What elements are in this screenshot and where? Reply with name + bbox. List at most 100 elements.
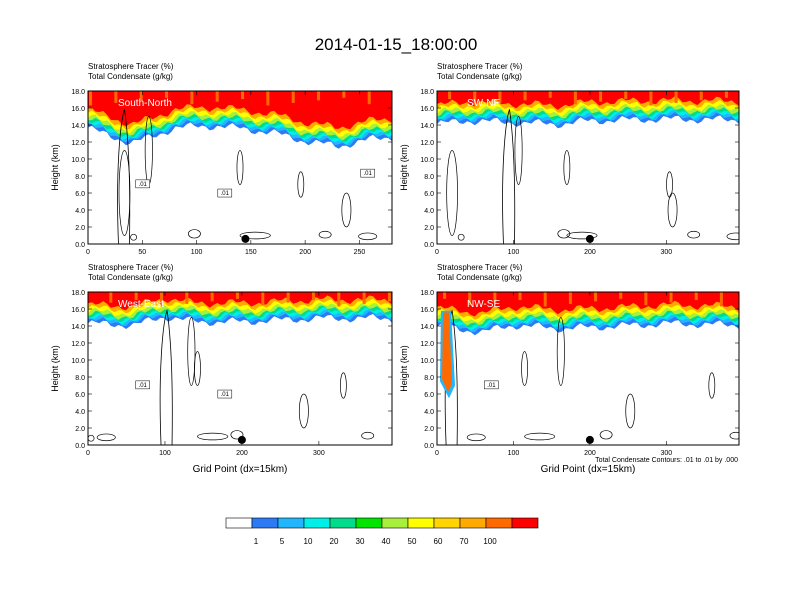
condensate-contour (239, 231, 271, 240)
colorbar-swatch (303, 517, 331, 529)
x-tick-label: 250 (354, 249, 366, 256)
condensate-contour (524, 432, 556, 441)
tracer-streak (266, 91, 270, 106)
y-tick-label: 10.0 (71, 157, 85, 164)
tracer-streak (165, 91, 169, 98)
colorbar-label: 1 (254, 537, 259, 546)
tracer-streak (337, 292, 341, 307)
y-tick-label: 14.0 (420, 123, 434, 130)
colorbar-label: 60 (434, 537, 443, 546)
footer-note: Total Condensate Contours: .01 to .01 by… (595, 457, 738, 464)
tracer-streak (134, 292, 138, 301)
condensate-contour (566, 231, 598, 240)
contour-label-box (360, 168, 375, 178)
tracer-streak (543, 292, 547, 307)
condensate-contour (687, 230, 701, 239)
convective-column-contour (502, 109, 516, 244)
x-tick-label: 200 (236, 450, 248, 457)
tracer-streak (317, 91, 321, 101)
condensate-contour (187, 229, 201, 239)
colorbar: 1 5 10 20 30 40 50 60 70 100 (225, 517, 539, 546)
panel-2: Stratosphere Tracer (%)Total Condensate … (50, 263, 393, 475)
panel-1: Stratosphere Tracer (%)Total Condensate … (399, 62, 740, 256)
location-marker (237, 435, 246, 444)
x-tick-label: 0 (435, 249, 439, 256)
colorbar-label: 30 (356, 537, 365, 546)
x-tick-label: 300 (661, 450, 673, 457)
condensate-contour (297, 171, 305, 198)
condensate-contour (298, 393, 309, 429)
tracer-streak (159, 292, 163, 307)
y-tick-label: 8.0 (424, 174, 434, 181)
colorbar-swatch (485, 517, 513, 529)
condensate-contour (457, 233, 465, 241)
tracer-streak (699, 91, 703, 101)
y-tick-label: 12.0 (420, 140, 434, 147)
colorbar-swatch (225, 517, 253, 529)
condensate-contour (563, 150, 571, 185)
contour-label: .01 (139, 383, 148, 389)
y-tick-label: 18.0 (420, 290, 434, 297)
tracer-streak (599, 91, 603, 102)
contour-label: .01 (139, 182, 148, 188)
y-axis-label: Height (km) (399, 345, 409, 392)
contour-label-box (135, 380, 150, 390)
condensate-contour (318, 230, 332, 239)
y-tick-label: 6.0 (75, 392, 85, 399)
condensate-contour (88, 434, 95, 442)
tracer-streak (448, 91, 452, 100)
y-tick-label: 10.0 (71, 358, 85, 365)
panel-title-line: Total Condensate (g/kg) (88, 273, 173, 282)
contour-label: .01 (364, 171, 373, 177)
y-tick-label: 18.0 (420, 89, 434, 96)
x-tick-label: 150 (245, 249, 257, 256)
tracer-streak (568, 292, 572, 304)
panel-title-line: Stratosphere Tracer (%) (437, 263, 523, 272)
location-marker (241, 234, 250, 243)
tracer-streak (694, 292, 698, 301)
contour-label: .01 (221, 191, 230, 197)
y-tick-label: 4.0 (75, 208, 85, 215)
panel-label: SW-NE (467, 98, 500, 109)
x-tick-label: 100 (191, 249, 203, 256)
y-axis-label: Height (km) (399, 144, 409, 191)
y-tick-label: 0.0 (75, 242, 85, 249)
tracer-streak (719, 292, 723, 307)
condensate-contour (130, 233, 137, 241)
tracer-streak (362, 292, 366, 304)
x-tick-label: 300 (661, 249, 673, 256)
y-tick-label: 14.0 (71, 123, 85, 130)
tracer-streak (261, 292, 265, 306)
plot-area (437, 91, 739, 244)
tracer-band (437, 91, 739, 110)
plot-frame (87, 291, 393, 446)
x-tick-label: 100 (508, 249, 520, 256)
tracer-streak (387, 292, 391, 302)
convective-column-contour (159, 310, 173, 445)
tracer-streak (215, 91, 219, 102)
condensate-contour (667, 192, 678, 228)
tracer-streak (210, 292, 214, 302)
panel-title-line: Total Condensate (g/kg) (437, 273, 522, 282)
x-tick-label: 200 (584, 249, 596, 256)
tracer-streak (109, 292, 113, 303)
colorbar-swatch (407, 517, 435, 529)
tracer-streak (644, 292, 648, 306)
tracer-streak (235, 292, 239, 299)
colorbar-label: 70 (460, 537, 469, 546)
tracer-streak (493, 292, 497, 303)
condensate-contour (236, 150, 244, 185)
colorbar-label: 100 (483, 537, 497, 546)
intrusion-plume-inner (442, 312, 452, 393)
condensate-contour (726, 232, 739, 241)
tracer-streak (291, 91, 295, 103)
colorbar-label: 20 (330, 537, 339, 546)
tracer-streak (619, 292, 623, 299)
plot-frame (436, 90, 740, 245)
y-axis-label: Height (km) (50, 345, 60, 392)
tracer-streak (342, 91, 346, 98)
tracer-streak (286, 292, 290, 303)
y-tick-label: 14.0 (420, 324, 434, 331)
x-tick-label: 50 (138, 249, 146, 256)
